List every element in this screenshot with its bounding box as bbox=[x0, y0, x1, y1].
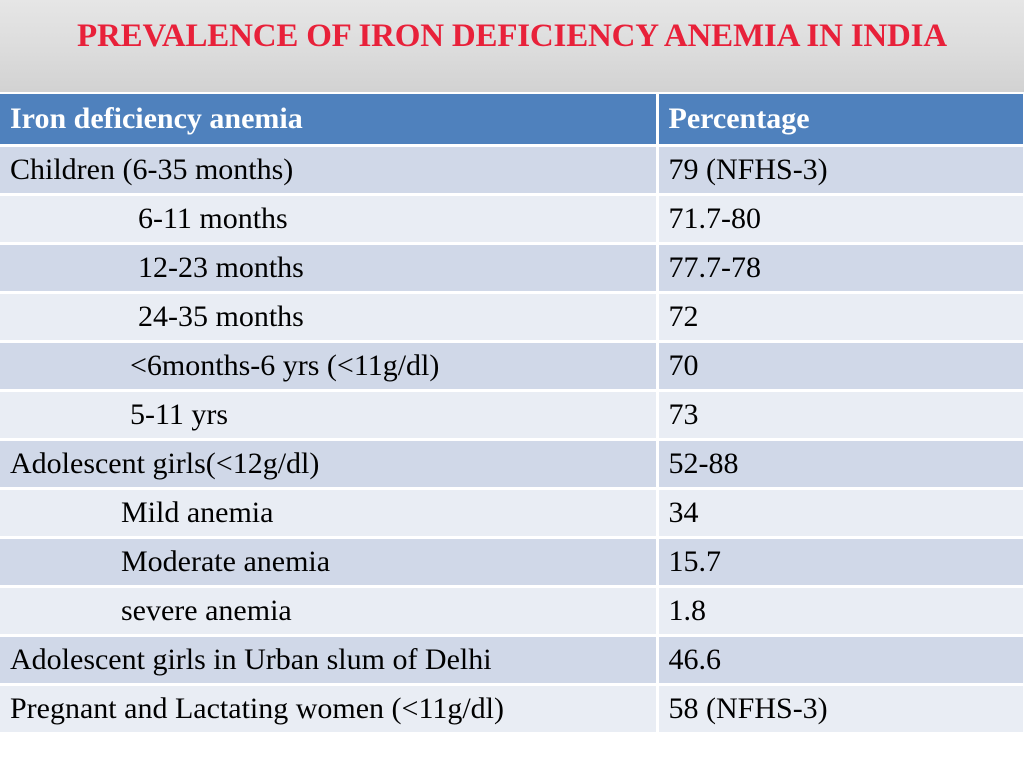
title-band: PREVALENCE OF IRON DEFICIENCY ANEMIA IN … bbox=[0, 0, 1024, 92]
table-row: Pregnant and Lactating women (<11g/dl) 5… bbox=[0, 684, 1024, 735]
table-row: Adolescent girls in Urban slum of Delhi … bbox=[0, 635, 1024, 686]
table-row: 5-11 yrs 73 bbox=[0, 390, 1024, 441]
header-percentage: Percentage bbox=[657, 94, 1024, 147]
row-category: Mild anemia bbox=[0, 488, 659, 539]
table-row: 24-35 months 72 bbox=[0, 292, 1024, 343]
row-category: 6-11 months bbox=[0, 194, 659, 245]
table-row: <6months-6 yrs (<11g/dl) 70 bbox=[0, 341, 1024, 392]
row-category: 24-35 months bbox=[0, 292, 659, 343]
row-percentage: 79 (NFHS-3) bbox=[657, 145, 1024, 196]
table-row: 12-23 months 77.7-78 bbox=[0, 243, 1024, 294]
row-percentage: 34 bbox=[657, 488, 1024, 539]
table-row: Moderate anemia 15.7 bbox=[0, 537, 1024, 588]
prevalence-table: Iron deficiency anemia Percentage Childr… bbox=[0, 94, 1024, 735]
row-category: Adolescent girls(<12g/dl) bbox=[0, 439, 659, 490]
row-percentage: 70 bbox=[657, 341, 1024, 392]
table-row: Mild anemia 34 bbox=[0, 488, 1024, 539]
table-row: Children (6-35 months) 79 (NFHS-3) bbox=[0, 145, 1024, 196]
row-percentage: 1.8 bbox=[657, 586, 1024, 637]
header-category: Iron deficiency anemia bbox=[0, 94, 659, 147]
row-category: 5-11 yrs bbox=[0, 390, 659, 441]
table-row: 6-11 months 71.7-80 bbox=[0, 194, 1024, 245]
row-category: 12-23 months bbox=[0, 243, 659, 294]
table-header-row: Iron deficiency anemia Percentage bbox=[0, 94, 1024, 147]
row-category: severe anemia bbox=[0, 586, 659, 637]
row-category: Pregnant and Lactating women (<11g/dl) bbox=[0, 684, 659, 735]
table-row: Adolescent girls(<12g/dl) 52-88 bbox=[0, 439, 1024, 490]
row-percentage: 46.6 bbox=[657, 635, 1024, 686]
slide-title: PREVALENCE OF IRON DEFICIENCY ANEMIA IN … bbox=[77, 18, 947, 54]
table-row: severe anemia 1.8 bbox=[0, 586, 1024, 637]
row-percentage: 71.7-80 bbox=[657, 194, 1024, 245]
row-category: Moderate anemia bbox=[0, 537, 659, 588]
row-category: <6months-6 yrs (<11g/dl) bbox=[0, 341, 659, 392]
row-percentage: 77.7-78 bbox=[657, 243, 1024, 294]
row-category: Adolescent girls in Urban slum of Delhi bbox=[0, 635, 659, 686]
row-category: Children (6-35 months) bbox=[0, 145, 659, 196]
row-percentage: 73 bbox=[657, 390, 1024, 441]
row-percentage: 72 bbox=[657, 292, 1024, 343]
row-percentage: 15.7 bbox=[657, 537, 1024, 588]
row-percentage: 52-88 bbox=[657, 439, 1024, 490]
row-percentage: 58 (NFHS-3) bbox=[657, 684, 1024, 735]
